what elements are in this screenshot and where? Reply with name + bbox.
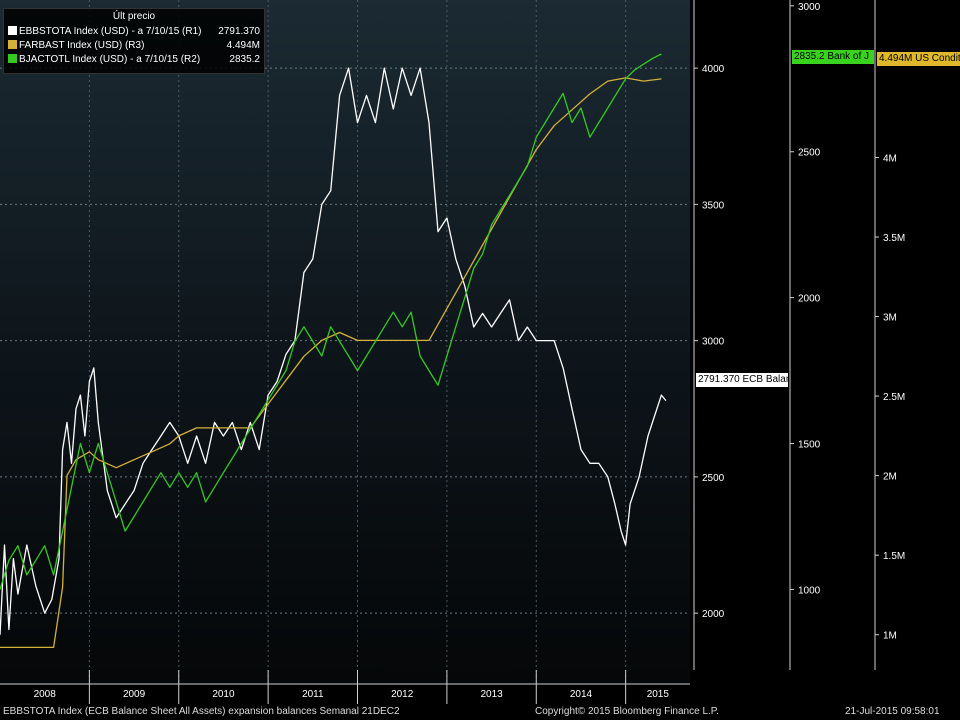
- x-tick-label: 2008: [34, 689, 57, 700]
- axis-tick-label-r3: 3.5M: [883, 233, 905, 244]
- footer-copyright: Copyright© 2015 Bloomberg Finance L.P.: [535, 706, 719, 717]
- x-tick-label: 2012: [391, 689, 414, 700]
- last-value-tag-ecb: 2791.370 ECB Balan: [696, 373, 788, 387]
- axis-tick-label-r1: 2500: [702, 473, 725, 484]
- axis-tick-label-r3: 3M: [883, 313, 897, 324]
- x-tick-label: 2010: [212, 689, 235, 700]
- legend: Últ precio EBBSTOTA Index (USD) - a 7/10…: [3, 8, 265, 74]
- series-line-fed: [0, 77, 662, 649]
- last-value-tag-fed: 4.494M US Condit: [877, 52, 960, 66]
- legend-label-boj: BJACTOTL Index (USD) - a 7/10/15 (R2): [19, 54, 201, 65]
- axis-tick-label-r3: 2.5M: [883, 392, 905, 403]
- legend-row-fed: FARBAST Index (USD) (R3) 4.494M: [8, 40, 260, 52]
- legend-row-ecb: EBBSTOTA Index (USD) - a 7/10/15 (R1) 27…: [8, 26, 260, 38]
- legend-title: Últ precio: [112, 11, 156, 22]
- axis-tick-label-r1: 3500: [702, 200, 725, 211]
- legend-label-ecb: EBBSTOTA Index (USD) - a 7/10/15 (R1): [19, 26, 202, 37]
- plot-background: [0, 0, 690, 684]
- axis-tick-label-r2: 2500: [798, 148, 821, 159]
- axis-tick-label-r1: 2000: [702, 609, 725, 620]
- footer-description: EBBSTOTA Index (ECB Balance Sheet All As…: [3, 706, 400, 717]
- legend-label-fed: FARBAST Index (USD) (R3): [19, 40, 145, 51]
- legend-swatch-boj: [8, 54, 17, 63]
- x-tick-label: 2011: [302, 689, 324, 700]
- axis-tick-label-r3: 4M: [883, 153, 897, 164]
- legend-value-ecb: 2791.370: [218, 26, 260, 37]
- legend-value-fed: 4.494M: [226, 40, 260, 51]
- grid-lines: [0, 0, 690, 684]
- legend-swatch-fed: [8, 40, 17, 49]
- series-line-boj: [0, 53, 662, 590]
- x-tick-label: 2014: [570, 689, 593, 700]
- axis-layer: 2000 2500 3000 3500 4000 1000 1500 2000 2500 3000…: [693, 0, 905, 670]
- legend-value-boj: 2835.2: [229, 54, 260, 65]
- last-value-tag-boj: 2835.2 Bank of J: [792, 50, 874, 64]
- footer-timestamp: 21-Jul-2015 09:58:01: [845, 706, 940, 717]
- series-layer: [0, 53, 667, 649]
- x-tick-label: 2009: [123, 689, 146, 700]
- legend-swatch-ecb: [8, 26, 17, 35]
- axis-tick-label-r3: 1.5M: [883, 551, 905, 562]
- axis-tick-label-r2: 2000: [798, 294, 821, 305]
- x-tick-label: 2015: [647, 689, 670, 700]
- axis-tick-label-r2: 3000: [798, 2, 821, 13]
- x-axis-band: [0, 684, 690, 704]
- axis-tick-label-r3: 2M: [883, 472, 897, 483]
- x-tick-label: 2013: [480, 689, 503, 700]
- series-line-ecb: [0, 67, 667, 635]
- x-axis: 2008 2009 2010 2011 2012 2013 2014 2015: [0, 670, 690, 704]
- axis-tick-label-r3: 1M: [883, 631, 897, 642]
- legend-row-boj: BJACTOTL Index (USD) - a 7/10/15 (R2) 28…: [8, 54, 260, 66]
- axis-tick-label-r1: 3000: [702, 337, 725, 348]
- axis-tick-label-r2: 1500: [798, 440, 821, 451]
- axis-tick-label-r2: 1000: [798, 585, 821, 596]
- axis-tick-label-r1: 4000: [702, 64, 725, 75]
